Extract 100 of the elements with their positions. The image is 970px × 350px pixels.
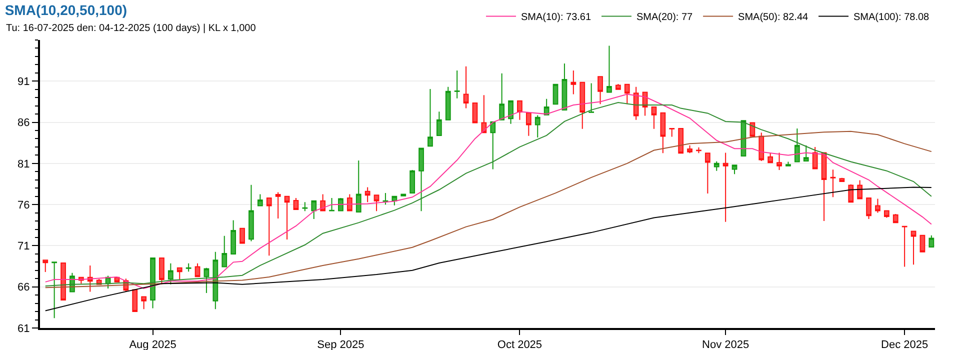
candlestick (168, 262, 174, 285)
candlestick (786, 161, 791, 166)
candlestick (884, 210, 890, 218)
candlestick (722, 152, 728, 222)
legend-label: SMA(10): 73.61 (521, 12, 592, 24)
candlestick (544, 98, 550, 116)
legend-label: SMA(20): 77 (636, 12, 694, 24)
candlestick (660, 112, 666, 154)
candlestick (176, 267, 182, 280)
candlestick (463, 66, 469, 109)
candlestick (910, 230, 916, 266)
candlestick (552, 84, 558, 105)
candlestick (803, 144, 809, 162)
candlestick (212, 251, 218, 310)
candlestick (848, 184, 854, 203)
candlestick (598, 76, 603, 105)
candlestick (346, 194, 352, 212)
candlestick (517, 100, 522, 120)
candlestick (320, 194, 326, 212)
candlestick (222, 235, 228, 268)
candlestick (714, 160, 720, 172)
candlestick (615, 84, 621, 90)
candlestick (248, 184, 254, 242)
candlestick (428, 88, 433, 147)
candlestick (382, 192, 388, 206)
candlestick (526, 112, 532, 136)
y-tick-label: 81 (18, 158, 30, 170)
candlestick (410, 170, 416, 194)
candlestick (750, 122, 756, 137)
candlestick (892, 214, 898, 224)
candlestick (920, 234, 926, 252)
candlestick (230, 220, 236, 254)
candlestick (186, 262, 192, 272)
candlestick (329, 197, 334, 212)
line-series (44, 186, 932, 312)
candlestick (570, 70, 576, 95)
candlestick (284, 196, 290, 240)
candlestick (821, 152, 827, 222)
y-tick-label: 86 (18, 117, 30, 130)
y-tick-label: 61 (18, 322, 30, 335)
candlestick (875, 198, 880, 214)
candlestick (311, 200, 317, 220)
candlestick (302, 202, 308, 212)
candlestick (651, 106, 657, 130)
x-tick-label: Oct 2025 (497, 339, 542, 350)
candlestick (472, 102, 478, 124)
candlestick (839, 177, 845, 182)
candlestick (866, 197, 872, 220)
candlestick (776, 152, 782, 171)
candlestick (902, 226, 908, 268)
y-tick-label: 66 (18, 282, 30, 294)
candlestick (508, 100, 514, 124)
candlestick (454, 70, 460, 99)
candlestick (499, 72, 505, 120)
candlestick (704, 152, 710, 194)
candlestick (266, 197, 272, 256)
candlestick (159, 258, 164, 285)
chart-title: SMA(10,20,50,100) (4, 2, 128, 18)
candlestick (490, 121, 496, 170)
chart-subtitle: Tu: 16-07-2025 den: 04-12-2025 (100 days) | KL x 1,000 (6, 23, 256, 34)
candlestick (257, 194, 263, 206)
candlestick (52, 261, 58, 319)
candlestick (830, 169, 836, 198)
candlestick (194, 262, 200, 278)
legend-label: SMA(50): 82.44 (738, 12, 809, 24)
candlestick (150, 258, 156, 309)
x-tick-label: Nov 2025 (702, 339, 750, 350)
y-tick-label: 71 (18, 240, 30, 253)
candlestick (857, 180, 863, 200)
candlestick (562, 62, 568, 110)
candlestick (732, 164, 738, 175)
candlestick (687, 144, 692, 154)
candlestick (758, 132, 764, 162)
y-tick-label: 76 (18, 199, 30, 212)
candlestick (580, 82, 586, 130)
line-series (44, 130, 932, 288)
candlestick (669, 128, 675, 138)
candlestick (60, 262, 66, 301)
x-tick-label: Dec 2025 (881, 339, 928, 350)
y-tick-label: 91 (18, 76, 30, 88)
candlestick (293, 197, 299, 210)
candlestick (812, 146, 818, 170)
candlestick (356, 160, 362, 212)
candlestick (534, 114, 540, 138)
candlestick (436, 111, 442, 136)
candlestick (481, 94, 487, 134)
candlestick (418, 148, 424, 212)
candlestick (624, 84, 630, 105)
candlestick (588, 82, 594, 113)
candlestick (794, 128, 800, 162)
candlestick (275, 192, 281, 220)
candlestick (204, 267, 210, 294)
candlestick (132, 289, 138, 312)
candlestick (42, 260, 48, 273)
candlestick (141, 296, 147, 310)
candlestick (240, 228, 245, 244)
candlestick (928, 234, 934, 248)
candlestick (633, 86, 639, 120)
candlestick (445, 86, 451, 120)
candlestick (606, 45, 612, 93)
